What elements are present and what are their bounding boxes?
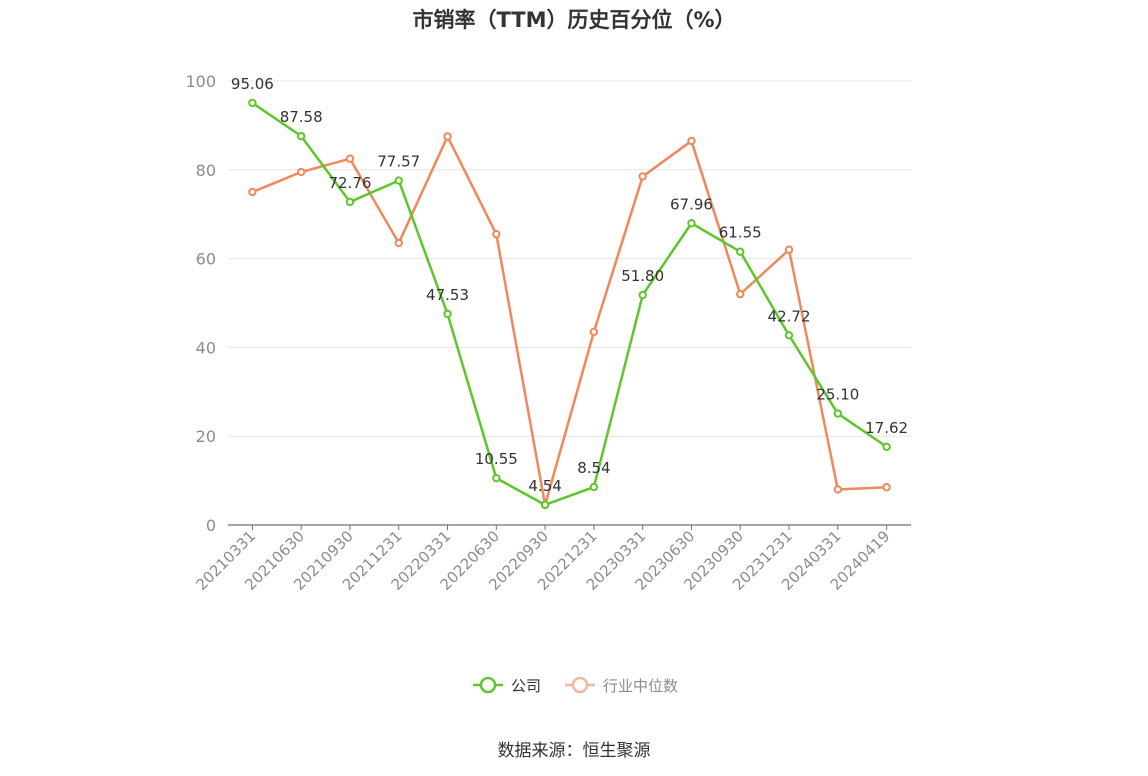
- y-tick-label: 40: [196, 338, 216, 357]
- data-point: [638, 172, 647, 181]
- data-label: 51.80: [621, 267, 664, 285]
- data-point: [687, 219, 696, 228]
- data-label: 25.10: [816, 386, 859, 404]
- series-line: [251, 101, 888, 507]
- data-point: [443, 132, 452, 141]
- axes: 0204060801002021033120210630202109302021…: [185, 72, 911, 594]
- data-label: 61.55: [719, 224, 762, 242]
- y-tick-label: 60: [196, 250, 216, 269]
- data-label: 10.55: [475, 450, 518, 468]
- data-label: 95.06: [231, 75, 274, 93]
- data-label: 67.96: [670, 195, 713, 213]
- data-labels: 95.06 87.58 72.76 77.57 47.53 10.55 4.54 8.54 51…: [231, 75, 908, 495]
- y-tick-label: 0: [206, 516, 216, 535]
- chart-title: 市销率（TTM）历史百分位（%）: [412, 8, 736, 32]
- data-point: [882, 483, 891, 492]
- data-point: [882, 442, 891, 451]
- grid-lines: [228, 80, 911, 437]
- legend-item-label: 公司: [511, 677, 541, 695]
- data-point: [345, 197, 355, 207]
- data-point: [248, 187, 257, 197]
- y-tick-label: 80: [196, 161, 216, 180]
- series-lines: [248, 98, 891, 510]
- data-point: [784, 245, 794, 254]
- legend-swatch-marker: [479, 676, 497, 694]
- data-point: [394, 176, 403, 185]
- data-point: [394, 238, 403, 248]
- data-point: [248, 98, 257, 108]
- legend-swatch-marker: [571, 676, 589, 694]
- y-tick-label: 100: [185, 72, 216, 91]
- data-point: [736, 247, 745, 256]
- data-label: 17.62: [865, 419, 908, 437]
- data-label: 8.54: [577, 459, 610, 477]
- data-point: [296, 131, 306, 141]
- data-point: [736, 289, 745, 299]
- series-line: [251, 135, 887, 507]
- data-point: [492, 229, 501, 239]
- data-point: [784, 331, 794, 340]
- data-point: [443, 309, 452, 319]
- y-tick-label: 20: [196, 427, 216, 446]
- data-point: [492, 473, 501, 483]
- data-source-note: 数据来源：恒生聚源: [497, 741, 651, 761]
- data-label: 42.72: [768, 307, 811, 325]
- data-point: [638, 290, 647, 300]
- data-label: 87.58: [280, 108, 323, 126]
- data-point: [296, 167, 306, 177]
- data-point: [345, 154, 355, 163]
- data-point: [833, 409, 843, 418]
- data-point: [589, 327, 599, 337]
- data-label: 72.76: [328, 174, 371, 192]
- data-label: 77.57: [377, 153, 420, 171]
- data-point: [540, 500, 550, 510]
- data-label: 4.54: [528, 477, 561, 495]
- legend-item-label: 行业中位数: [603, 677, 678, 695]
- data-point: [687, 136, 696, 146]
- data-point: [589, 482, 599, 492]
- legend: 公司 行业中位数: [473, 676, 678, 695]
- data-label: 47.53: [426, 286, 469, 304]
- data-point: [833, 485, 843, 494]
